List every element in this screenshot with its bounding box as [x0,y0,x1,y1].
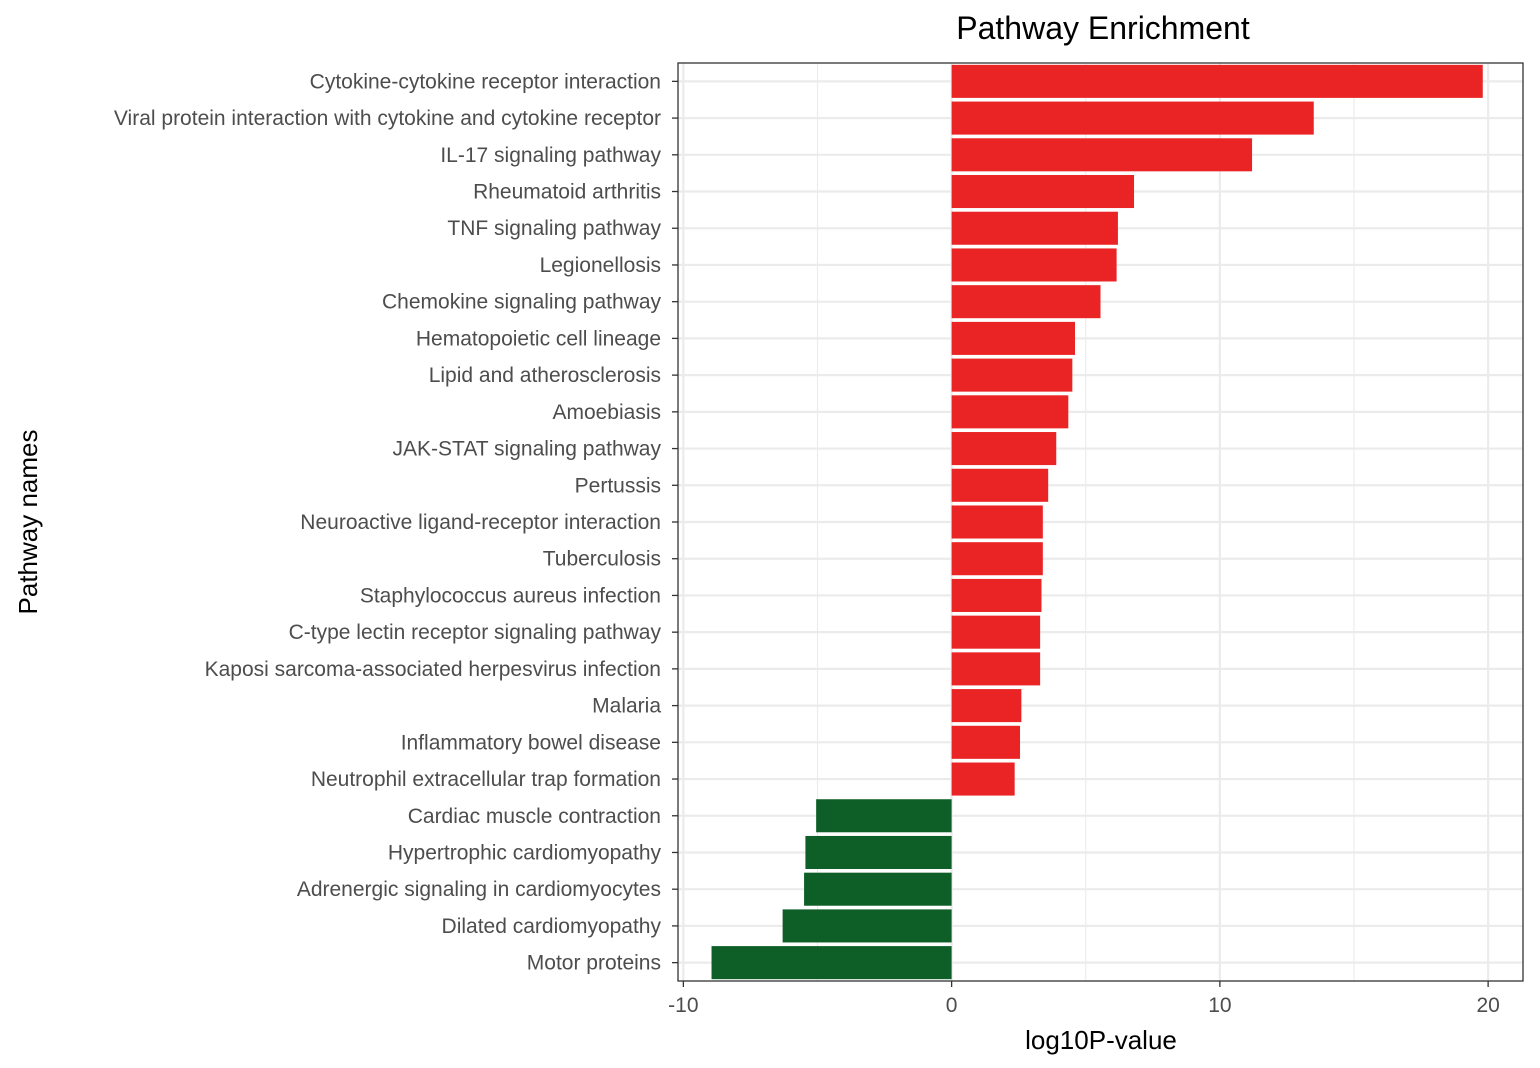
bar [951,689,1022,723]
category-label: JAK-STAT signaling pathway [393,438,662,461]
category-label: Inflammatory bowel disease [401,731,661,754]
category-label: IL-17 signaling pathway [440,144,661,167]
category-label: Chemokine signaling pathway [382,291,661,314]
x-axis: -10 0 10 20 [668,981,1500,1017]
bar [951,64,1483,98]
bar [951,505,1043,539]
bar-layer [711,64,1483,980]
category-label: Adrenergic signaling in cardiomyocytes [297,878,661,901]
bar [782,909,952,943]
category-label: Neuroactive ligand-receptor interaction [300,511,661,534]
bar [804,872,952,906]
x-tick-label: -10 [668,994,698,1017]
bar [951,395,1069,429]
category-label: Viral protein interaction with cytokine … [114,107,661,130]
category-label: Motor proteins [527,952,661,975]
category-label: Pertussis [575,474,661,497]
bar [951,762,1015,796]
bar [951,138,1253,172]
bar [951,101,1314,135]
bar [711,946,952,980]
category-label: Legionellosis [540,254,661,277]
bar [951,174,1135,209]
bar [951,358,1073,392]
x-tick-label: 10 [1208,994,1231,1017]
bar [816,799,952,833]
category-label: TNF signaling pathway [447,217,661,240]
category-label: Lipid and atherosclerosis [429,364,661,387]
y-axis-title: Pathway names [13,430,43,615]
bar [805,835,952,870]
bar [951,542,1043,576]
category-label: Hematopoietic cell lineage [416,327,661,350]
bar [951,432,1057,466]
bar [951,578,1042,612]
category-label: Cardiac muscle contraction [408,805,661,828]
category-label: Kaposi sarcoma-associated herpesvirus in… [205,658,661,681]
bar [951,248,1117,282]
bar [951,652,1041,686]
x-tick-label: 20 [1476,994,1499,1017]
category-label: C-type lectin receptor signaling pathway [289,621,662,644]
category-label: Dilated cardiomyopathy [442,915,662,938]
y-axis: Cytokine-cytokine receptor interaction Vi… [114,70,678,975]
bar [951,285,1101,319]
bar [951,321,1076,355]
x-axis-title: log10P-value [1025,1025,1177,1055]
category-label: Rheumatoid arthritis [473,181,661,204]
category-label: Hypertrophic cardiomyopathy [388,841,662,864]
category-label: Neutrophil extracellular trap formation [311,768,661,791]
x-tick-label: 0 [946,994,958,1017]
bar [951,725,1021,759]
category-label: Staphylococcus aureus infection [360,584,661,607]
bar [951,615,1041,649]
category-label: Tuberculosis [543,548,661,571]
category-label: Malaria [592,695,661,718]
category-label: Amoebiasis [552,401,661,424]
chart-title: Pathway Enrichment [956,10,1250,46]
bar [951,468,1049,502]
bar [951,211,1118,245]
category-label: Cytokine-cytokine receptor interaction [310,70,661,93]
